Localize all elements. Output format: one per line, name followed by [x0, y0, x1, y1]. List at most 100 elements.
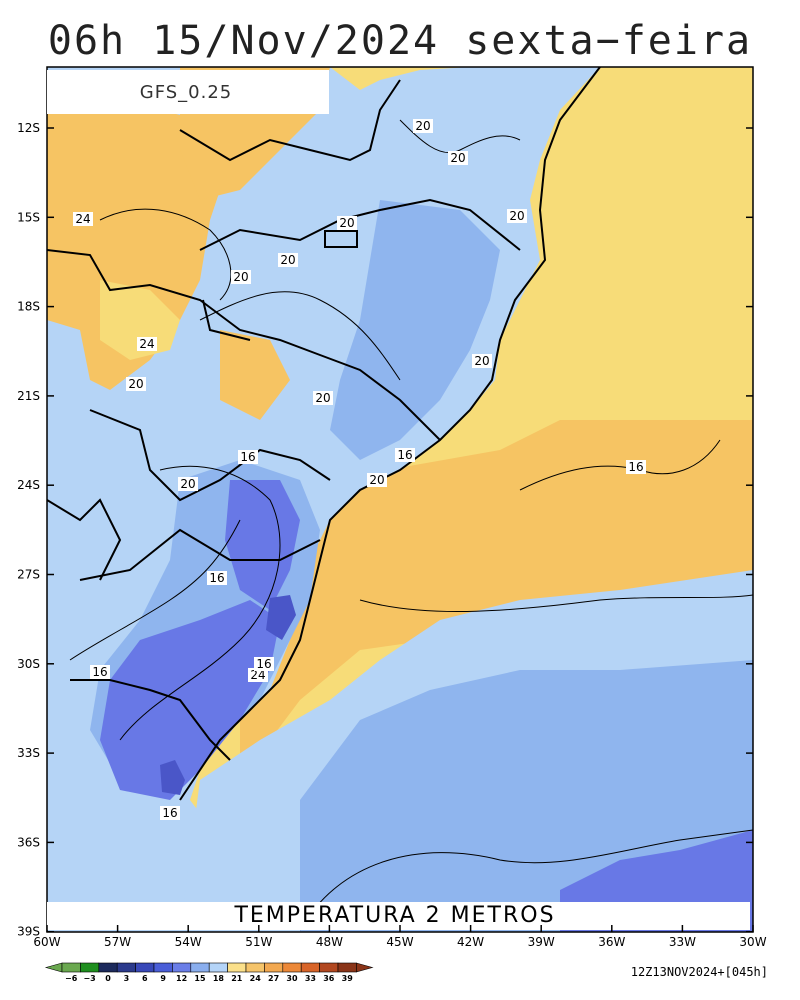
- contour-label: 20: [369, 473, 384, 487]
- colorbar-segment: [264, 962, 284, 973]
- colorbar-label: 18: [213, 974, 225, 983]
- colorbar-segment: [135, 962, 155, 973]
- colorbar-arrow-left: [44, 962, 63, 973]
- lat-label: 15S: [17, 210, 40, 224]
- contour-label: 20: [280, 253, 295, 267]
- coldest-spot: [160, 760, 185, 795]
- lat-label: 36S: [17, 835, 40, 849]
- temperature-field: [47, 67, 753, 932]
- contour-label-bg: [73, 212, 93, 226]
- colorbar-label: 33: [305, 974, 316, 983]
- lon-label: 42W: [457, 935, 484, 949]
- colorbar: −6 −3 0 3 6 9 12 15 18 21 24 27 30 33 36 39: [44, 962, 374, 983]
- colorbar-label: −3: [83, 974, 95, 983]
- contour-label: 20: [233, 270, 248, 284]
- colorbar-label: 24: [250, 974, 262, 983]
- colorbar-label: 21: [231, 974, 243, 983]
- contour-label-bg: [238, 450, 258, 464]
- contour-label: 20: [509, 209, 524, 223]
- contour-label-bg: [254, 657, 274, 671]
- lat-label: 33S: [17, 746, 40, 760]
- colorbar-label: 9: [160, 974, 166, 983]
- latitude-axis: 12S 15S 18S 21S 24S 27S 30S 33S 36S 39S: [17, 121, 753, 939]
- contour-label-bg: [248, 668, 268, 682]
- contour-label: 16: [209, 571, 224, 585]
- mid-blue-inland: [330, 200, 500, 460]
- contour-label: 16: [628, 460, 643, 474]
- contour-label: 20: [415, 119, 430, 133]
- contour-label-bg: [126, 377, 146, 391]
- contour-label-bg: [90, 665, 110, 679]
- colorbar-segment: [190, 962, 210, 973]
- contour-lines: [69, 119, 753, 931]
- contour-label: 24: [250, 668, 265, 682]
- colorbar-label: 0: [105, 974, 111, 983]
- colorbar-segment: [282, 962, 302, 973]
- contour-label: 20: [315, 391, 330, 405]
- contour-label-bg: [472, 354, 492, 368]
- contour-label-bg: [313, 391, 333, 405]
- contour-label: 16: [162, 806, 177, 820]
- lon-label: 60W: [33, 935, 60, 949]
- lon-label: 54W: [175, 935, 202, 949]
- colorbar-label: −6: [65, 974, 78, 983]
- colorbar-label: 12: [176, 974, 187, 983]
- caption-box: [47, 902, 750, 930]
- colorbar-segment: [319, 962, 339, 973]
- yellow-west-patch: [100, 280, 180, 360]
- map-caption: TEMPERATURA 2 METROS: [233, 903, 555, 928]
- colorbar-label: 27: [268, 974, 279, 983]
- orange-west-patch: [47, 100, 230, 390]
- colorbar-segment: [80, 962, 100, 973]
- lon-label: 30W: [739, 935, 766, 949]
- colorbar-segment: [245, 962, 265, 973]
- colorbar-segment: [208, 962, 228, 973]
- lat-label: 27S: [17, 568, 40, 582]
- contour-label-bg: [278, 253, 298, 267]
- contour-label-bg: [413, 119, 433, 133]
- coldest-spot-2: [266, 595, 296, 640]
- colorbar-label: 36: [323, 974, 335, 983]
- orange-ocean-band: [240, 420, 753, 760]
- contour-label: 16: [240, 450, 255, 464]
- contour-label: 24: [75, 212, 90, 226]
- colorbar-label: 3: [124, 974, 130, 983]
- model-label-box: [47, 70, 329, 114]
- cold-core-south: [100, 600, 280, 800]
- lon-label: 36W: [598, 935, 625, 949]
- colorbar-segment: [153, 962, 173, 973]
- colorbar-segment: [116, 962, 136, 973]
- lon-label: 48W: [316, 935, 343, 949]
- colorbar-segment: [300, 962, 320, 973]
- contour-label-bg: [367, 473, 387, 487]
- lon-label: 33W: [669, 935, 696, 949]
- lat-label: 18S: [17, 300, 40, 314]
- contour-label: 20: [180, 477, 195, 491]
- lat-label: 12S: [17, 121, 40, 135]
- contour-label: 20: [450, 151, 465, 165]
- lon-label: 51W: [245, 935, 272, 949]
- contour-label: 16: [256, 657, 271, 671]
- contour-label-bg: [231, 270, 251, 284]
- lon-label: 57W: [104, 935, 131, 949]
- contour-label-bg: [178, 477, 198, 491]
- contour-label: 20: [128, 377, 143, 391]
- state-borders: [47, 79, 521, 761]
- colorbar-segment: [98, 962, 118, 973]
- colorbar-segment: [61, 962, 81, 973]
- contour-label-bg: [507, 209, 527, 223]
- coastline: [179, 67, 601, 801]
- colorbar-label: 15: [194, 974, 206, 983]
- map-title: 06h 15/Nov/2024 sexta−feira: [47, 18, 753, 64]
- lat-label: 24S: [17, 478, 40, 492]
- contour-label-bg: [337, 216, 357, 230]
- lat-label: 30S: [17, 657, 40, 671]
- colorbar-label: 30: [286, 974, 298, 983]
- longitude-axis: 60W 57W 54W 51W 48W 45W 42W 39W 36W 33W 30W: [33, 925, 767, 949]
- lat-label: 39S: [17, 925, 40, 939]
- orange-central-patch: [220, 330, 290, 420]
- cold-core-north: [225, 480, 300, 610]
- colorbar-label: 39: [342, 974, 354, 983]
